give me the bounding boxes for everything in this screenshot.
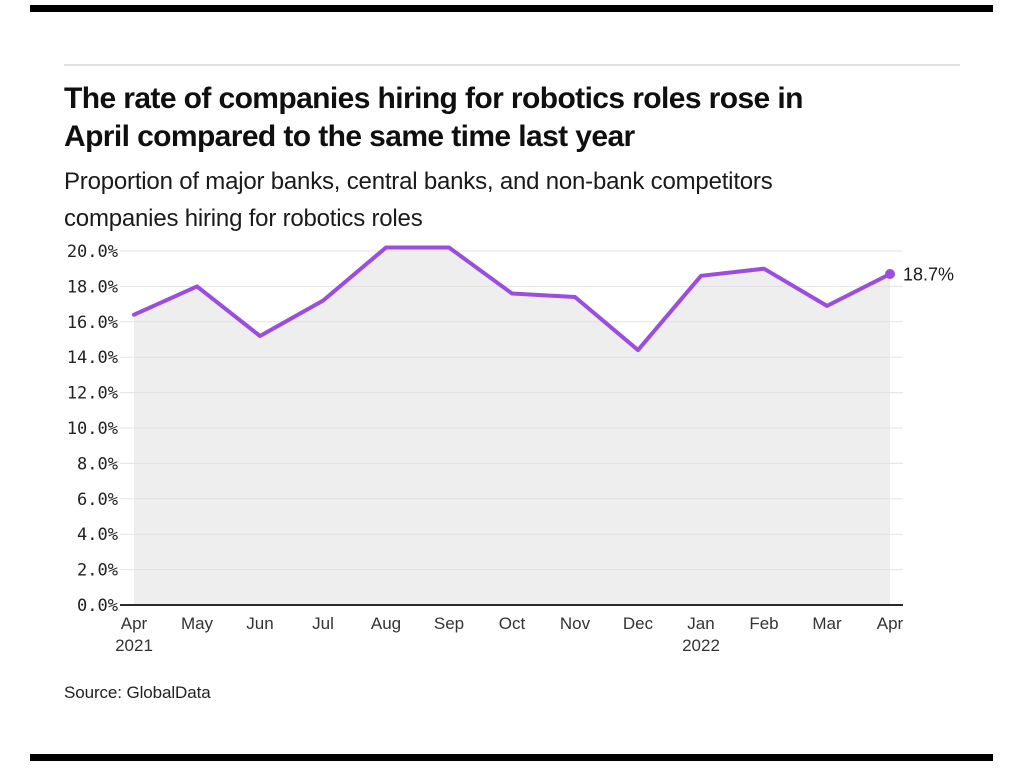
top-accent-bar [30, 5, 993, 12]
y-tick-label: 2.0% [77, 561, 118, 581]
y-tick-label: 16.0% [67, 313, 118, 333]
x-tick-label: Jul [312, 614, 334, 633]
chart-headline: The rate of companies hiring for robotic… [64, 82, 803, 153]
y-tick-label: 10.0% [67, 419, 118, 439]
x-tick-label: Jun [246, 614, 273, 633]
x-tick-label: Nov [560, 614, 591, 633]
y-tick-label: 8.0% [77, 454, 118, 474]
x-tick-label: Sep [434, 614, 464, 633]
y-tick-label: 20.0% [67, 242, 118, 262]
x-tick-year-label: 2022 [682, 636, 720, 655]
x-tick-label: May [181, 614, 214, 633]
chart-subtitle: Proportion of major banks, central banks… [64, 168, 773, 233]
y-tick-label: 12.0% [67, 384, 118, 404]
y-tick-label: 4.0% [77, 525, 118, 545]
source-text: Source: GlobalData [64, 683, 211, 702]
x-tick-label: Aug [371, 614, 401, 633]
y-tick-label: 18.0% [67, 277, 118, 297]
x-tick-label: Jan [687, 614, 714, 633]
x-tick-label: Feb [749, 614, 778, 633]
y-tick-label: 14.0% [67, 348, 118, 368]
chart-area-fill [134, 247, 890, 605]
x-tick-label: Oct [499, 614, 526, 633]
x-tick-label: Apr [877, 614, 904, 633]
x-tick-label: Mar [812, 614, 842, 633]
y-tick-label: 0.0% [77, 596, 118, 616]
data-line [132, 245, 892, 353]
end-point-marker [885, 269, 895, 279]
end-value-label: 18.7% [903, 264, 954, 284]
x-tick-label: Apr [121, 614, 148, 633]
bottom-accent-bar [30, 754, 993, 761]
x-tick-label: Dec [623, 614, 654, 633]
header-divider-rule [64, 64, 960, 66]
y-tick-label: 6.0% [77, 490, 118, 510]
x-tick-year-label: 2021 [115, 636, 153, 655]
